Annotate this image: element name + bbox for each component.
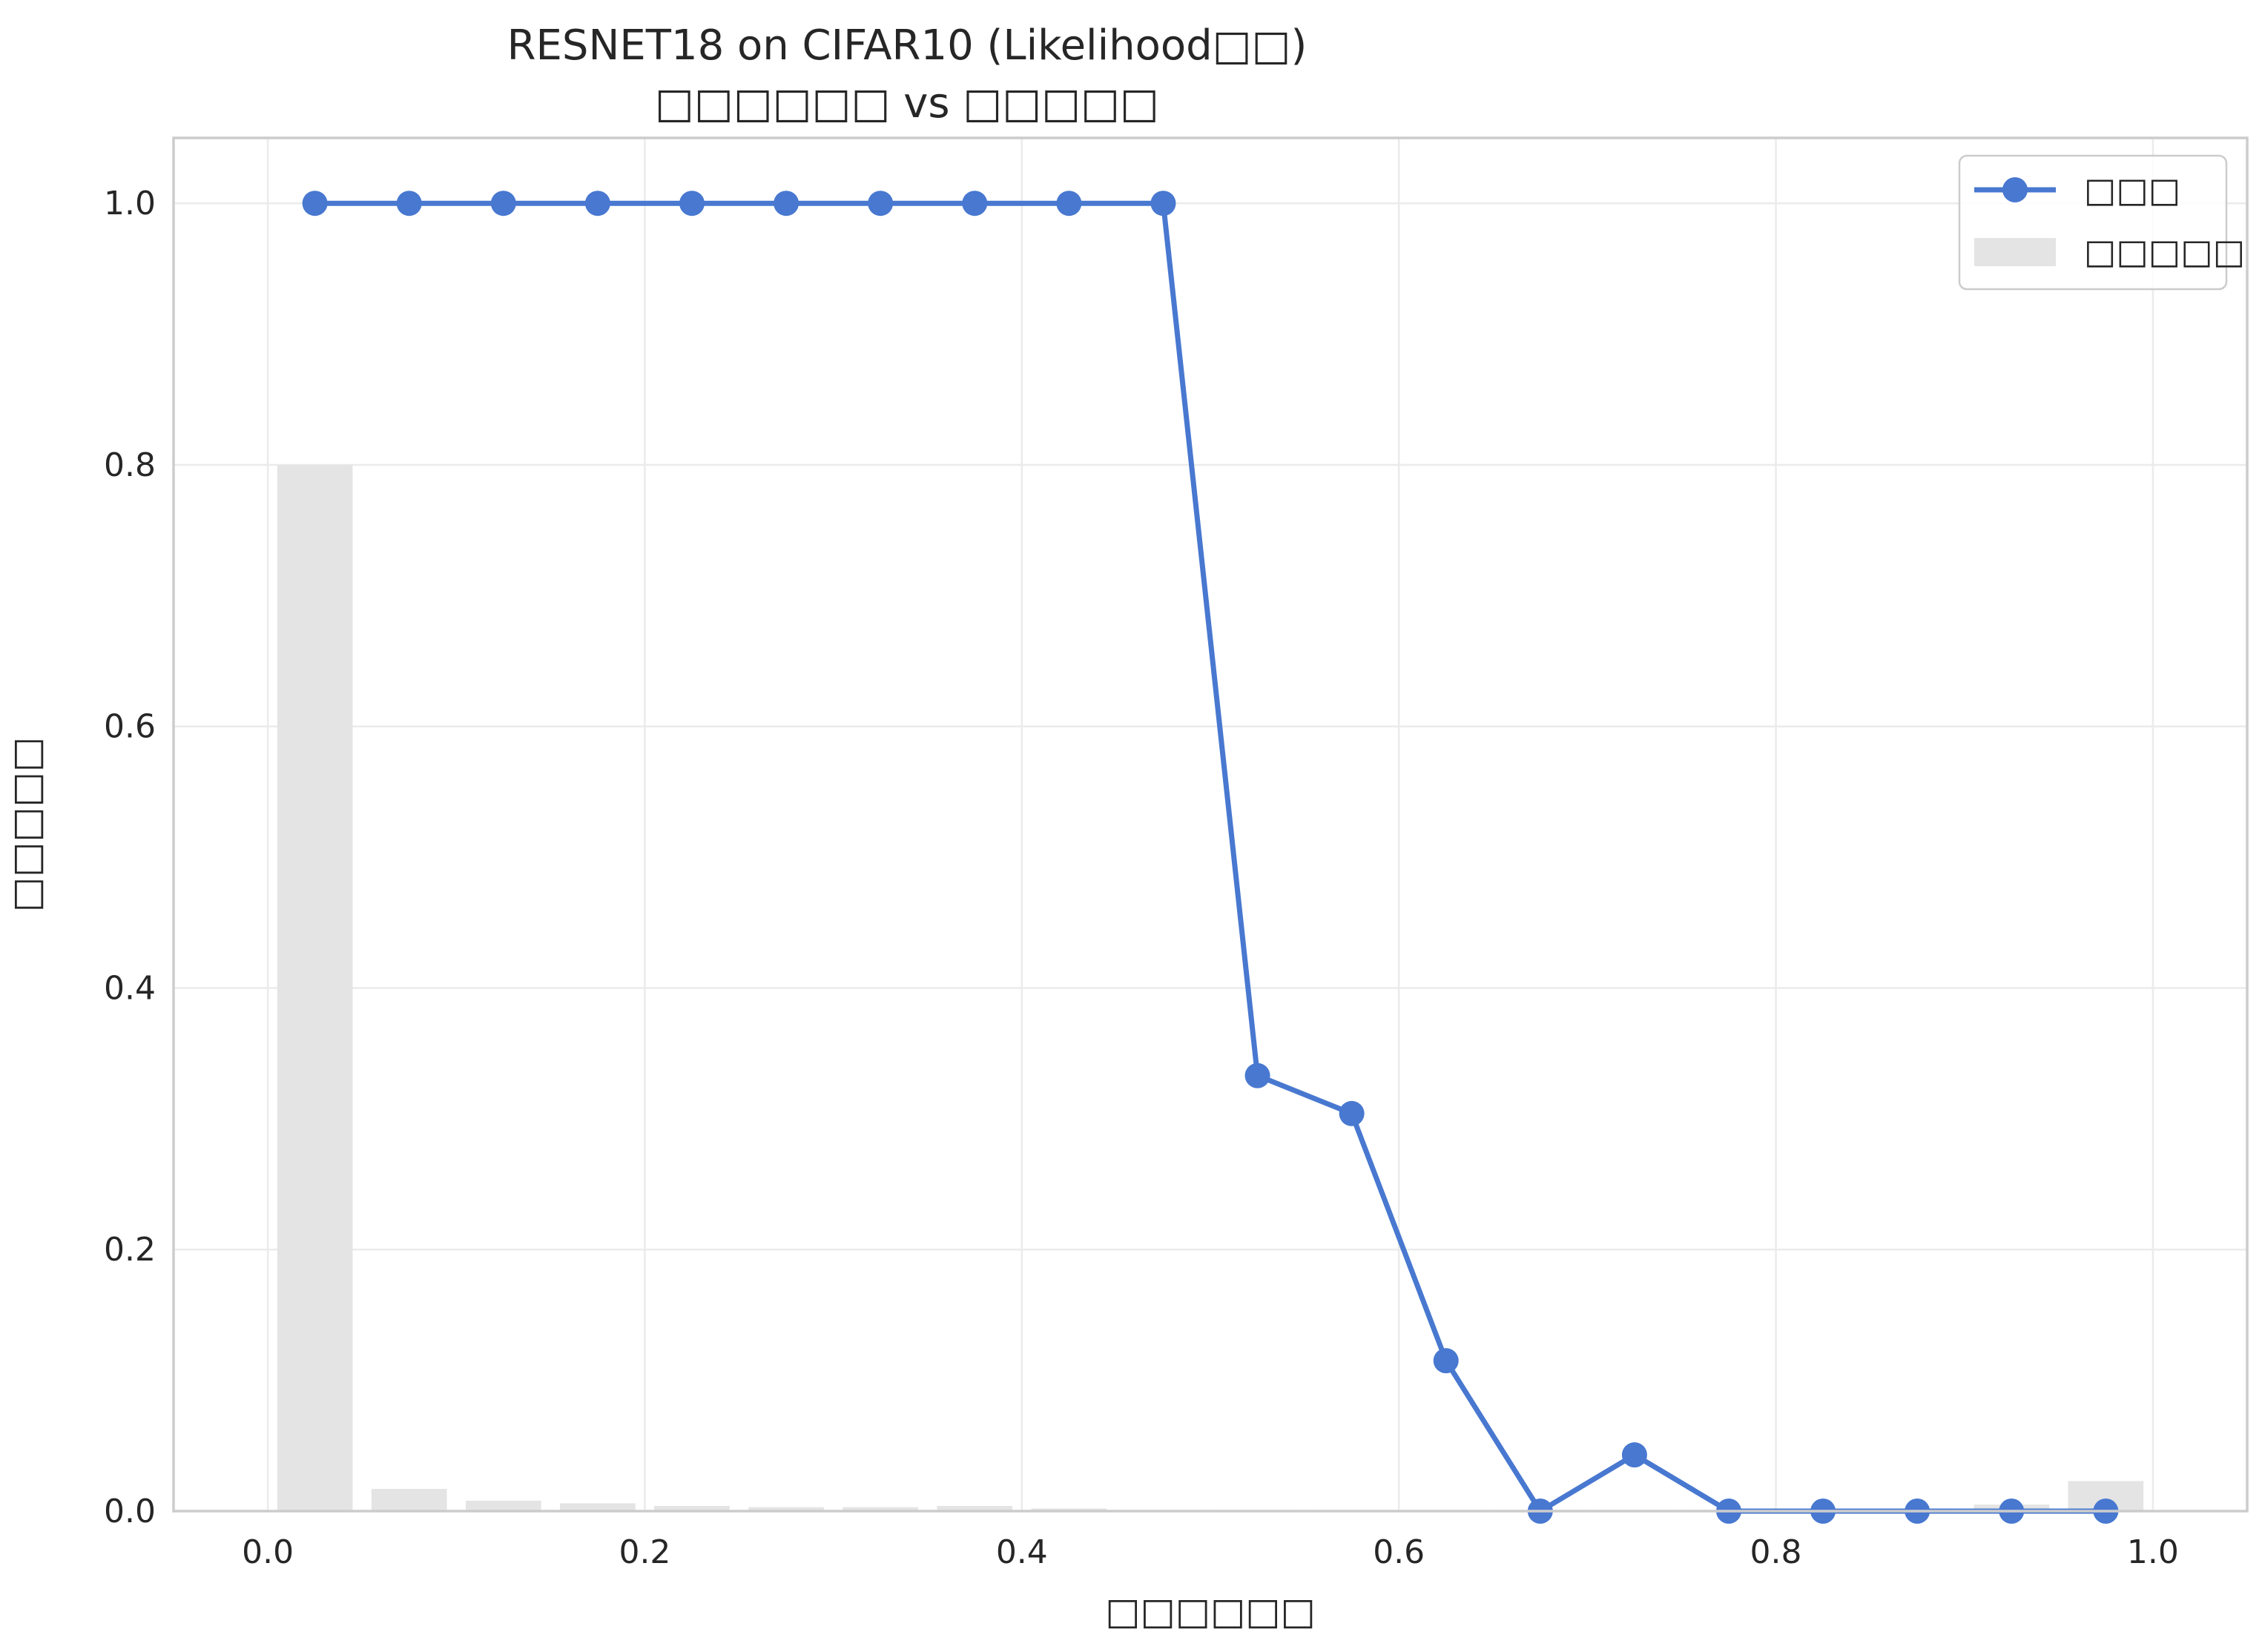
bar	[465, 1500, 541, 1511]
plot-frame	[172, 136, 2249, 1513]
legend: □□□ □□□□□	[1958, 154, 2245, 291]
x-tick-label: 0.6	[1373, 1533, 1425, 1571]
data-point	[584, 191, 610, 217]
y-tick-label: 0.2	[104, 1231, 156, 1269]
legend-marker-icon	[2002, 177, 2028, 202]
series-line	[314, 200, 2106, 1514]
bar	[748, 1507, 824, 1511]
legend-bar-swatch	[1974, 238, 2056, 266]
y-tick-label: 0.8	[104, 446, 156, 484]
chart-title-line2: □□□□□□ vs □□□□□	[655, 79, 1159, 128]
y-tick-label: 1.0	[104, 185, 156, 222]
y-tick-label: 0.6	[104, 708, 156, 746]
bar	[560, 1503, 636, 1511]
x-tick-label: 0.2	[619, 1533, 670, 1571]
legend-label-line: □□□	[2084, 170, 2180, 210]
data-point	[1339, 1100, 1365, 1126]
x-tick-label: 0.0	[242, 1533, 294, 1571]
y-axis-label: □□□□□	[4, 737, 47, 912]
bar	[1031, 1508, 1107, 1511]
x-tick-label: 0.8	[1750, 1533, 1802, 1571]
data-point	[774, 191, 799, 217]
data-point	[962, 191, 988, 217]
grid	[174, 138, 2247, 1513]
line-series	[302, 191, 2119, 1524]
y-tick-label: 0.4	[104, 969, 156, 1007]
chart-title-line1: RESNET18 on CIFAR10 (Likelihood□□)	[507, 22, 1308, 70]
bar	[843, 1507, 919, 1511]
data-point	[1433, 1348, 1459, 1374]
bar	[654, 1505, 730, 1511]
data-point	[396, 191, 422, 217]
bar	[937, 1505, 1013, 1511]
data-point	[1150, 191, 1176, 217]
data-point	[1621, 1442, 1647, 1468]
data-point	[679, 191, 705, 217]
bar	[371, 1489, 447, 1511]
x-tick-label: 0.4	[996, 1533, 1048, 1571]
data-point	[302, 191, 328, 217]
data-point	[1244, 1063, 1270, 1088]
x-axis-label: □□□□□□	[1105, 1590, 1315, 1633]
x-tick-label: 1.0	[2127, 1533, 2179, 1571]
y-ticks: 0.0 0.2 0.4 0.6 0.8 1.0	[104, 185, 156, 1530]
bar	[277, 464, 353, 1511]
x-ticks: 0.0 0.2 0.4 0.6 0.8 1.0	[242, 1533, 2179, 1571]
data-point	[1056, 191, 1082, 217]
y-tick-label: 0.0	[104, 1493, 156, 1530]
data-point	[868, 191, 894, 217]
legend-label-bar: □□□□□	[2084, 231, 2245, 271]
data-point	[490, 191, 516, 217]
